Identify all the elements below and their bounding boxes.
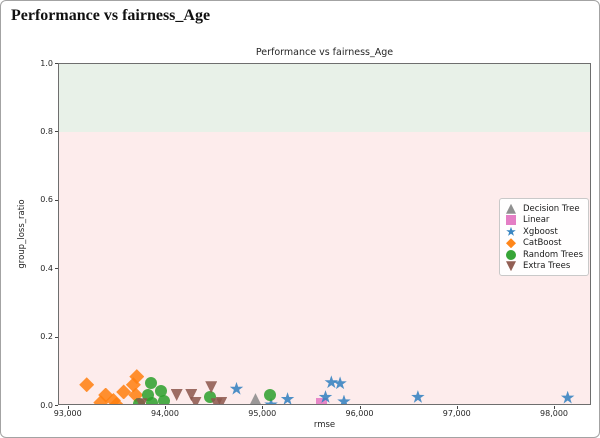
legend-item-linear: Linear: [506, 215, 582, 227]
legend-label: CatBoost: [523, 238, 562, 249]
y-tick-mark: [55, 63, 58, 64]
y-tick-label: 0.6: [40, 195, 53, 205]
legend-label: Xgboost: [523, 226, 558, 237]
point-catboost: [93, 395, 109, 404]
y-tick-label: 1.0: [40, 58, 53, 68]
legend-item-xgboost: Xgboost: [506, 226, 582, 238]
x-tick-mark: [164, 406, 166, 409]
point-linear: [316, 398, 328, 404]
y-tick-mark: [55, 336, 58, 338]
point-extra-trees: [210, 398, 223, 404]
x-tick-mark: [359, 406, 361, 409]
x-tick-mark: [262, 406, 264, 409]
point-extra-trees: [135, 398, 148, 404]
extra-trees-legend-marker-icon: [506, 261, 516, 272]
y-tick-mark: [55, 131, 58, 133]
point-catboost: [129, 369, 145, 385]
x-tick-label: 98,000: [540, 409, 569, 418]
point-random-trees: [264, 389, 277, 402]
x-tick-mark: [456, 406, 458, 409]
point-random-trees: [144, 377, 157, 390]
y-tick-label: 0.0: [40, 400, 53, 410]
point-catboost: [116, 384, 132, 400]
point-catboost: [105, 393, 121, 404]
point-random-trees: [158, 394, 171, 404]
y-tick-label: 0.2: [40, 332, 53, 342]
x-tick-label: 95,000: [248, 409, 277, 418]
point-catboost: [108, 397, 124, 404]
catboost-legend-marker-icon: [506, 238, 516, 249]
x-tick-label: 96,000: [345, 409, 374, 418]
x-tick-mark: [554, 406, 556, 409]
x-tick-label: 97,000: [442, 409, 471, 418]
point-xgboost: [337, 394, 351, 404]
point-extra-trees: [189, 396, 202, 404]
x-tick-label: 94,000: [150, 409, 179, 418]
legend-item-random-trees: Random Trees: [506, 249, 584, 261]
y-tick-label: 0.8: [40, 126, 53, 136]
x-tick-mark: [67, 406, 69, 409]
page-title: Performance vs fairness_Age: [11, 7, 211, 24]
xgboost-legend-marker-icon: [506, 226, 516, 236]
x-axis-label: rmse: [313, 420, 336, 430]
legend: Decision Tree Linear Xgboost CatBoost Random…: [499, 198, 589, 276]
chart-title: Performance vs fairness_Age: [255, 47, 394, 58]
point-xgboost: [280, 392, 295, 404]
legend-label: Linear: [523, 215, 550, 226]
point-decision-tree: [249, 393, 262, 404]
random-trees-legend-marker-icon: [506, 249, 516, 260]
y-axis-label: group_loss_ratio: [17, 199, 27, 269]
y-tick-label: 0.4: [40, 263, 53, 273]
legend-label: Random Trees: [523, 249, 584, 260]
legend-item-decision-tree: Decision Tree: [506, 203, 582, 215]
x-tick-label: 93,000: [53, 409, 82, 418]
legend-item-catboost: CatBoost: [506, 238, 582, 250]
y-tick-mark: [55, 405, 58, 406]
legend-label: Extra Trees: [523, 261, 571, 272]
legend-item-extra-trees: Extra Trees: [506, 261, 582, 273]
linear-legend-marker-icon: [506, 215, 516, 226]
legend-label: Decision Tree: [523, 203, 580, 214]
background-band: [59, 64, 590, 133]
decision-tree-legend-marker-icon: [506, 203, 516, 214]
point-catboost: [79, 377, 95, 393]
y-tick-mark: [55, 268, 58, 270]
y-tick-mark: [55, 199, 58, 201]
point-extra-trees: [215, 396, 228, 404]
point-random-trees: [155, 384, 168, 397]
point-random-trees: [145, 396, 158, 404]
